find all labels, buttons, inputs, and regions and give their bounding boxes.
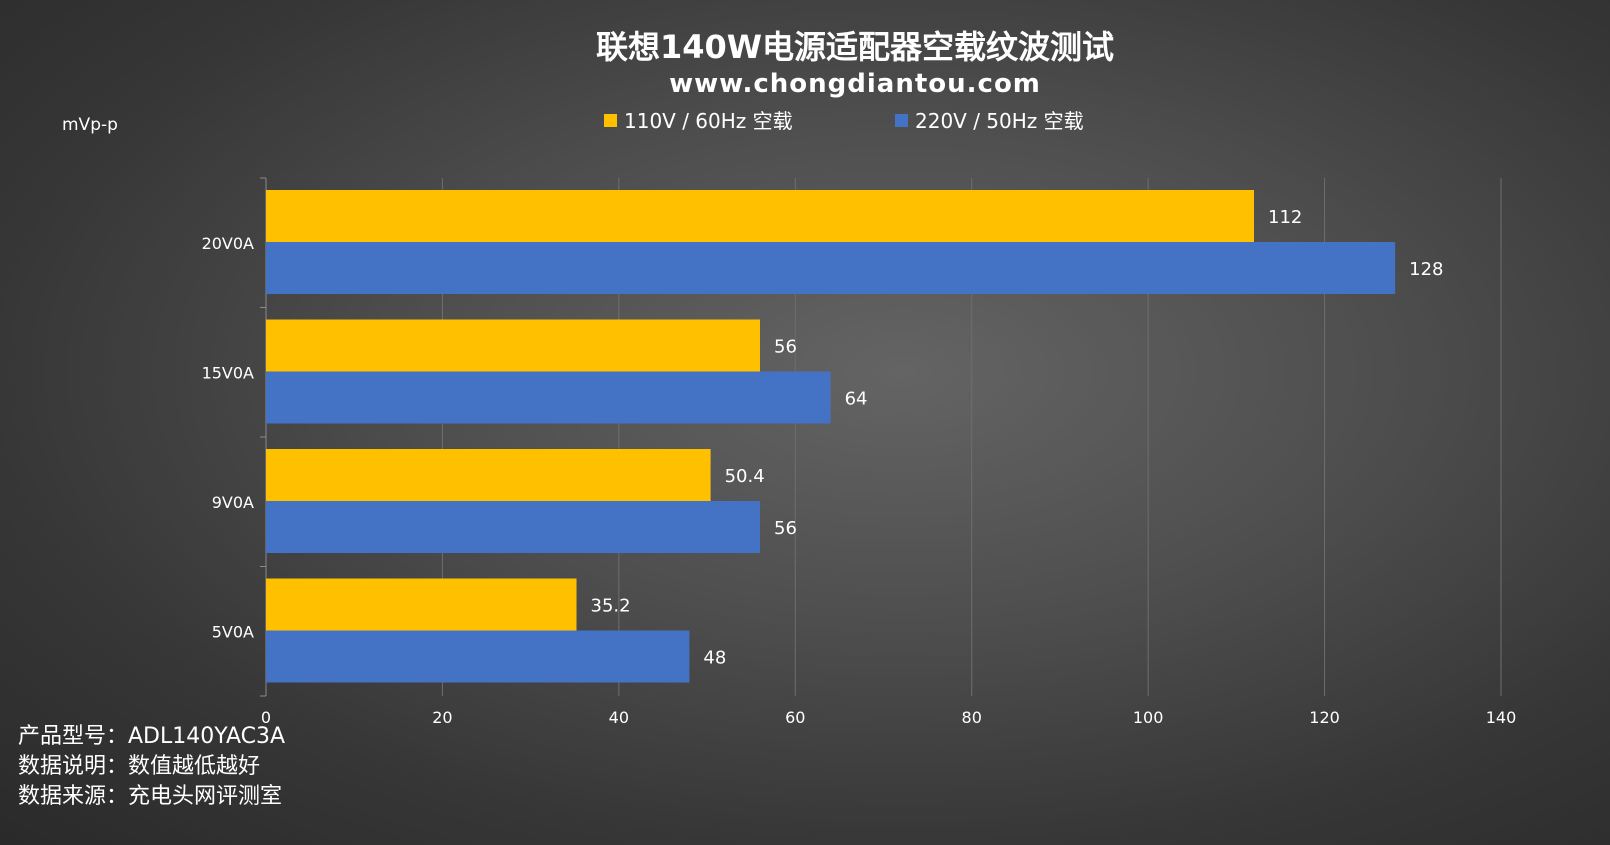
footer-product-model: 产品型号：ADL140YAC3A [18,724,286,749]
value-label-20V0A-series-2: 128 [1409,259,1443,280]
bar-5V0A-series-2 [266,630,690,683]
x-tick-label-0: 0 [261,708,271,727]
x-tick-label-140: 140 [1486,708,1517,727]
x-tick-label-40: 40 [609,708,629,727]
x-tick-label-100: 100 [1133,708,1164,727]
legend: 110V / 60Hz 空载 220V / 50Hz 空载 [604,109,1084,133]
category-label-15V0A: 15V0A [202,363,254,382]
value-label-20V0A-series-1: 112 [1268,207,1302,228]
bar-9V0A-series-2 [266,501,760,553]
bar-5V0A-series-1 [266,578,577,631]
category-label-20V0A: 20V0A [202,234,254,253]
legend-label-series-2: 220V / 50Hz 空载 [915,109,1084,133]
value-label-5V0A-series-1: 35.2 [591,596,631,617]
bar-20V0A-series-2 [266,242,1396,294]
bar-15V0A-series-2 [266,371,831,424]
x-tick-label-20: 20 [432,708,452,727]
x-tick-label-60: 60 [785,708,805,727]
y-unit-label: mVp-p [62,115,118,135]
bars [266,190,1396,683]
legend-label-series-1: 110V / 60Hz 空载 [624,109,793,133]
legend-swatch-series-1 [604,114,617,127]
footer-data-note: 数据说明：数值越低越好 [18,754,261,779]
value-label-9V0A-series-2: 56 [774,518,797,539]
value-label-15V0A-series-2: 64 [845,389,868,410]
category-label-5V0A: 5V0A [212,622,254,641]
value-label-15V0A-series-1: 56 [774,337,797,358]
bar-20V0A-series-1 [266,190,1254,242]
value-label-5V0A-series-2: 48 [703,648,726,669]
bar-15V0A-series-1 [266,319,760,372]
x-tick-label-80: 80 [962,708,982,727]
value-label-9V0A-series-1: 50.4 [725,466,765,487]
footer-data-source: 数据来源：充电头网评测室 [18,784,283,809]
legend-swatch-series-2 [895,114,908,127]
footer-notes: 产品型号：ADL140YAC3A 数据说明：数值越低越好 数据来源：充电头网评测… [18,722,285,812]
chart-title: 联想140W电源适配器空载纹波测试 [596,28,1114,66]
chart-subtitle: www.chongdiantou.com [669,69,1041,99]
bar-9V0A-series-1 [266,449,711,501]
category-label-9V0A: 9V0A [212,493,254,512]
x-tick-label-120: 120 [1309,708,1340,727]
labels: 0 20 40 60 80 100 120 140 20V0A 112 128 15V0A 56 64 9V… [202,207,1517,727]
